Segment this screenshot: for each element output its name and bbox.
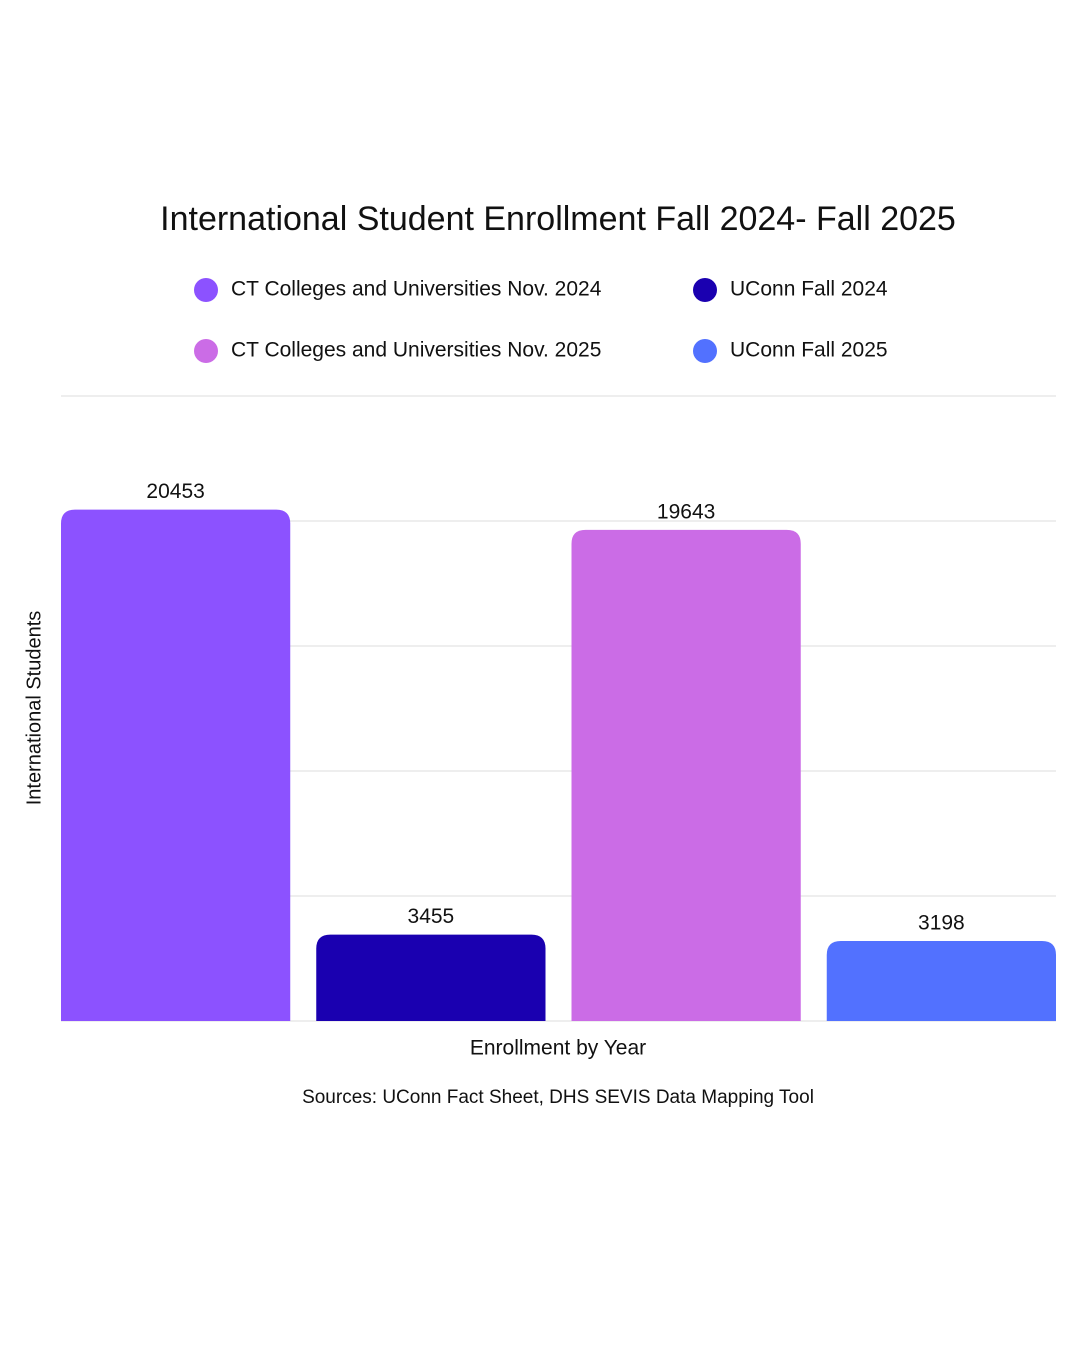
legend-marker bbox=[194, 339, 218, 363]
bar bbox=[316, 934, 546, 1021]
legend-marker bbox=[693, 278, 717, 302]
legend-marker bbox=[693, 339, 717, 363]
bar bbox=[826, 941, 1056, 1021]
legend-label: UConn Fall 2024 bbox=[730, 278, 888, 301]
legend-label: CT Colleges and Universities Nov. 2024 bbox=[231, 278, 602, 301]
x-axis-label: Enrollment by Year bbox=[470, 1037, 646, 1060]
bar bbox=[61, 509, 291, 1021]
value-label: 3198 bbox=[918, 912, 965, 935]
legend-label: CT Colleges and Universities Nov. 2025 bbox=[231, 339, 601, 362]
value-label: 20453 bbox=[146, 480, 204, 503]
value-label: 19643 bbox=[657, 500, 715, 523]
source-note: Sources: UConn Fact Sheet, DHS SEVIS Dat… bbox=[302, 1087, 814, 1108]
bar bbox=[571, 529, 801, 1021]
legend-label: UConn Fall 2025 bbox=[730, 339, 888, 362]
chart-title: International Student Enrollment Fall 20… bbox=[160, 200, 956, 238]
y-axis-label: International Students bbox=[23, 611, 45, 806]
value-label: 3455 bbox=[408, 905, 455, 928]
legend-marker bbox=[194, 278, 218, 302]
